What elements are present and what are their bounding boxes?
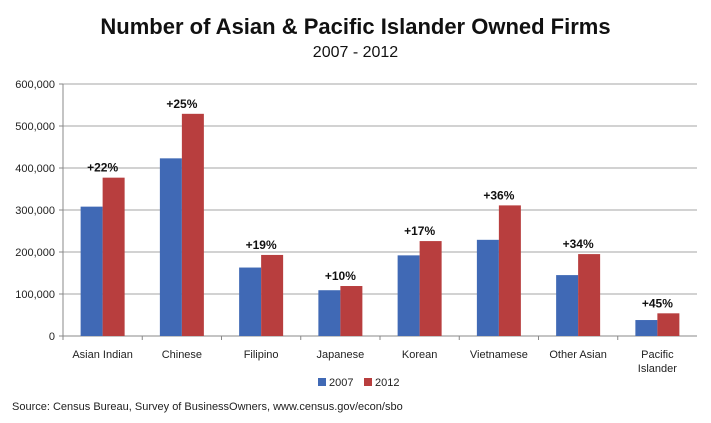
y-tick-label: 200,000 bbox=[15, 247, 55, 259]
chart-subtitle: 2007 - 2012 bbox=[312, 44, 399, 61]
x-tick-label: Vietnamese bbox=[470, 349, 528, 361]
data-label: +10% bbox=[325, 269, 356, 283]
bar-2012-pacific-islander bbox=[657, 313, 680, 336]
legend-swatch bbox=[318, 378, 326, 386]
bar-2007-asian-indian bbox=[80, 206, 103, 336]
legend-label: 2007 bbox=[329, 377, 353, 389]
data-label: +17% bbox=[404, 224, 435, 238]
bar-2007-vietnamese bbox=[476, 239, 499, 336]
bar-2012-chinese bbox=[181, 113, 204, 336]
data-label: +34% bbox=[563, 237, 594, 251]
data-label: +25% bbox=[166, 97, 197, 111]
legend-label: 2012 bbox=[375, 377, 399, 389]
bar-2007-korean bbox=[397, 255, 420, 336]
data-label: +22% bbox=[87, 161, 118, 175]
bar-2012-japanese bbox=[340, 286, 363, 336]
bar-2012-filipino bbox=[261, 254, 284, 336]
y-tick-label: 400,000 bbox=[15, 163, 55, 175]
y-tick-label: 0 bbox=[49, 331, 55, 343]
y-tick-label: 300,000 bbox=[15, 205, 55, 217]
x-tick-label: Islander bbox=[638, 363, 677, 375]
x-tick-label: Asian Indian bbox=[72, 349, 133, 361]
bar-2007-filipino bbox=[239, 267, 262, 336]
bar-2012-korean bbox=[419, 241, 442, 336]
y-tick-label: 600,000 bbox=[15, 79, 55, 91]
data-label: +19% bbox=[246, 238, 277, 252]
bar-2012-other-asian bbox=[578, 254, 601, 336]
bar-2012-vietnamese bbox=[498, 205, 521, 336]
x-tick-label: Japanese bbox=[317, 349, 365, 361]
source-note: Source: Census Bureau, Survey of Busines… bbox=[12, 401, 403, 413]
data-label: +36% bbox=[483, 188, 514, 202]
legend-swatch bbox=[364, 378, 372, 386]
x-tick-label: Chinese bbox=[162, 349, 202, 361]
x-tick-label: Pacific bbox=[641, 349, 674, 361]
data-label: +45% bbox=[642, 296, 673, 310]
bar-2007-pacific-islander bbox=[635, 320, 658, 336]
y-tick-label: 100,000 bbox=[15, 289, 55, 301]
x-tick-label: Filipino bbox=[244, 349, 279, 361]
bar-chart: 0 100,000 200,000 300,000 400,000 500,000 600,… bbox=[15, 79, 697, 389]
y-tick-label: 500,000 bbox=[15, 121, 55, 133]
x-tick-label: Korean bbox=[402, 349, 437, 361]
bar-2007-other-asian bbox=[556, 275, 579, 336]
x-tick-label: Other Asian bbox=[549, 349, 606, 361]
bar-2007-japanese bbox=[318, 290, 341, 336]
bar-2012-asian-indian bbox=[102, 177, 125, 336]
bar-2007-chinese bbox=[159, 158, 182, 336]
chart-title: Number of Asian & Pacific Islander Owned… bbox=[100, 14, 611, 39]
